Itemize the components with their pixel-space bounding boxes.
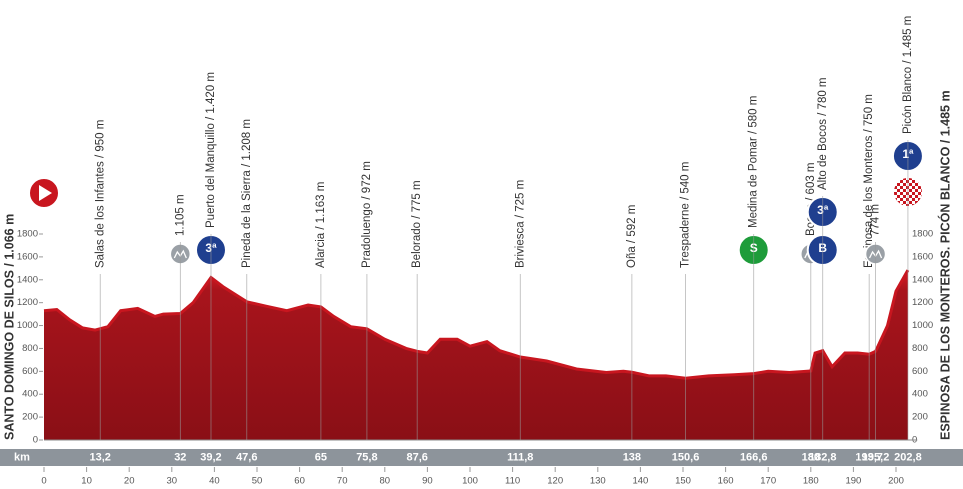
waypoint-km: 111,8 bbox=[507, 451, 533, 463]
x-tick-label: 200 bbox=[888, 476, 904, 487]
waypoint-label: Picón Blanco / 1.485 m bbox=[902, 16, 914, 134]
start-icon bbox=[28, 177, 60, 209]
waypoint-km: 180 bbox=[802, 451, 820, 463]
waypoint-label: Trespaderne / 540 m bbox=[680, 162, 692, 268]
x-tick-label: 120 bbox=[547, 476, 563, 487]
waypoint-label: Pradoluengo / 972 m bbox=[361, 161, 373, 268]
x-tick-label: 130 bbox=[590, 476, 606, 487]
km-band bbox=[0, 449, 963, 466]
waypoint-label: Medina de Pomar / 580 m bbox=[748, 96, 760, 228]
waypoint-km: 138 bbox=[623, 451, 641, 463]
start-label: SANTO DOMINGO DE SILOS / 1.066 m bbox=[2, 214, 16, 440]
x-tick-label: 110 bbox=[505, 476, 520, 487]
y-tick-label: 1600 bbox=[17, 251, 38, 262]
y-tick-label-right: 600 bbox=[912, 366, 928, 377]
profile-area bbox=[44, 270, 908, 440]
x-tick-label: 60 bbox=[294, 476, 305, 487]
waypoint-km: 193,7 bbox=[855, 451, 883, 463]
x-tick-label: 140 bbox=[632, 476, 648, 487]
y-tick-label: 600 bbox=[22, 366, 38, 377]
waypoint-label: 1.105 m bbox=[174, 194, 186, 236]
y-tick-label: 200 bbox=[22, 412, 38, 423]
waypoint-label: Briviesca / 725 m bbox=[514, 180, 526, 268]
waypoint-km: 75,8 bbox=[356, 451, 377, 463]
y-tick-label: 400 bbox=[22, 389, 38, 400]
waypoint-label: Oña / 592 m bbox=[626, 205, 638, 268]
x-tick-label: 0 bbox=[41, 476, 46, 487]
km-unit: km bbox=[14, 451, 30, 463]
x-tick-label: 40 bbox=[209, 476, 220, 487]
waypoint-km: 202,8 bbox=[894, 451, 922, 463]
waypoint-km: 47,6 bbox=[236, 451, 257, 463]
y-tick-label: 1800 bbox=[17, 229, 38, 240]
waypoint-km: 195,2 bbox=[862, 451, 890, 463]
waypoint-label: Espinosa de los Monteros / 750 m bbox=[863, 94, 875, 268]
waypoint-km: 39,2 bbox=[200, 451, 221, 463]
waypoint-label: 774 m bbox=[870, 204, 882, 236]
waypoint-label: Alarcia / 1.163 m bbox=[315, 182, 327, 268]
x-tick-label: 10 bbox=[81, 476, 92, 487]
y-tick-label: 1200 bbox=[17, 297, 38, 308]
x-tick-label: 80 bbox=[380, 476, 391, 487]
y-tick-label-right: 1000 bbox=[912, 320, 933, 331]
waypoint-km: 182,8 bbox=[809, 451, 837, 463]
x-tick-label: 150 bbox=[675, 476, 691, 487]
x-tick-label: 50 bbox=[252, 476, 263, 487]
x-tick-label: 190 bbox=[845, 476, 861, 487]
waypoint-label: Alto de Bocos / 780 m bbox=[817, 77, 829, 190]
waypoint-km: 87,6 bbox=[406, 451, 427, 463]
waypoint-km: 150,6 bbox=[672, 451, 700, 463]
x-tick-label: 70 bbox=[337, 476, 348, 487]
y-tick-label: 1000 bbox=[17, 320, 38, 331]
y-tick-label-right: 1400 bbox=[912, 274, 933, 285]
x-tick-label: 100 bbox=[462, 476, 478, 487]
waypoint-label: Belorado / 775 m bbox=[411, 180, 423, 268]
x-tick-label: 170 bbox=[760, 476, 776, 487]
x-tick-label: 180 bbox=[803, 476, 819, 487]
y-tick-label-right: 200 bbox=[912, 412, 928, 423]
waypoint-km: 65 bbox=[315, 451, 327, 463]
x-tick-label: 30 bbox=[167, 476, 178, 487]
y-tick-label-right: 1200 bbox=[912, 297, 933, 308]
x-tick-label: 90 bbox=[422, 476, 433, 487]
y-tick-label-right: 1600 bbox=[912, 251, 933, 262]
y-tick-label-right: 400 bbox=[912, 389, 928, 400]
waypoint-km: 13,2 bbox=[90, 451, 111, 463]
waypoint-km: 32 bbox=[174, 451, 186, 463]
profile-ridge bbox=[43, 269, 910, 380]
waypoint-label: Salas de los Infantes / 950 m bbox=[94, 120, 106, 268]
waypoint-km: 166,6 bbox=[740, 451, 768, 463]
x-tick-label: 20 bbox=[124, 476, 135, 487]
y-tick-label: 800 bbox=[22, 343, 38, 354]
y-tick-label: 1400 bbox=[17, 274, 38, 285]
x-tick-label: 160 bbox=[718, 476, 734, 487]
y-tick-label-right: 800 bbox=[912, 343, 928, 354]
finish-label: ESPINOSA DE LOS MONTEROS. PICÓN BLANCO /… bbox=[937, 90, 952, 440]
y-tick-label: 0 bbox=[33, 435, 38, 446]
waypoint-label: Puerto del Manquillo / 1.420 m bbox=[205, 72, 217, 228]
waypoint-label: Pineda de la Sierra / 1.208 m bbox=[241, 119, 253, 268]
y-tick-label-right: 1800 bbox=[912, 229, 933, 240]
